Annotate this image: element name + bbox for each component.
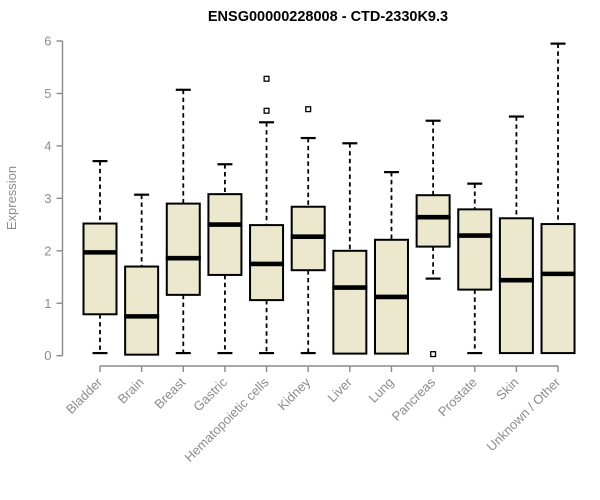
box-group-skin bbox=[498, 115, 534, 355]
x-tick-label-kidney: Kidney bbox=[275, 374, 314, 413]
x-tick-label-pancreas: Pancreas bbox=[389, 374, 439, 424]
x-tick-label-brain: Brain bbox=[115, 375, 147, 407]
boxes-layer bbox=[82, 42, 576, 358]
box-group-bladder bbox=[82, 160, 118, 355]
box-group-liver bbox=[332, 142, 368, 355]
box-rect bbox=[124, 265, 160, 356]
x-tick-label-breast: Breast bbox=[151, 374, 188, 411]
x-tick-label-lung: Lung bbox=[366, 375, 397, 406]
y-tick-label: 3 bbox=[44, 191, 51, 206]
box-group-kidney bbox=[290, 106, 326, 355]
box-group-unknown-other bbox=[540, 42, 576, 355]
y-tick-label: 0 bbox=[44, 348, 51, 363]
x-tick-label-bladder: Bladder bbox=[63, 374, 106, 417]
y-tick-label: 5 bbox=[44, 86, 51, 101]
y-tick-label: 1 bbox=[44, 296, 51, 311]
x-tick-label-unknown-other: Unknown / Other bbox=[484, 374, 564, 454]
y-tick-label: 6 bbox=[44, 34, 51, 49]
box-group-brain bbox=[124, 193, 160, 356]
x-tick-label-liver: Liver bbox=[324, 374, 355, 405]
outlier-point bbox=[263, 107, 270, 114]
chart-title: ENSG00000228008 - CTD-2330K9.3 bbox=[208, 9, 448, 25]
outlier-point bbox=[305, 106, 312, 113]
box-rect bbox=[540, 223, 576, 355]
box-group-gastric bbox=[207, 163, 243, 355]
x-tick-label-gastric: Gastric bbox=[190, 374, 230, 414]
y-axis-label: Expression bbox=[4, 166, 19, 230]
box-rect bbox=[498, 217, 534, 355]
box-group-hematopoietic-cells bbox=[249, 75, 285, 355]
box-rect bbox=[415, 194, 451, 248]
box-rect bbox=[207, 193, 243, 276]
outlier-point bbox=[430, 351, 437, 358]
x-tick-label-prostate: Prostate bbox=[435, 375, 480, 420]
box-group-breast bbox=[165, 88, 201, 355]
y-tick-label: 4 bbox=[44, 138, 51, 153]
y-tick-label: 2 bbox=[44, 243, 51, 258]
box-rect bbox=[165, 202, 201, 296]
box-group-prostate bbox=[457, 182, 493, 355]
box-rect bbox=[457, 208, 493, 291]
box-rect bbox=[332, 249, 368, 355]
box-group-lung bbox=[373, 171, 409, 355]
box-group-pancreas bbox=[415, 119, 451, 358]
x-tick-label-skin: Skin bbox=[493, 375, 521, 403]
box-rect bbox=[82, 222, 118, 316]
outlier-point bbox=[263, 75, 270, 82]
